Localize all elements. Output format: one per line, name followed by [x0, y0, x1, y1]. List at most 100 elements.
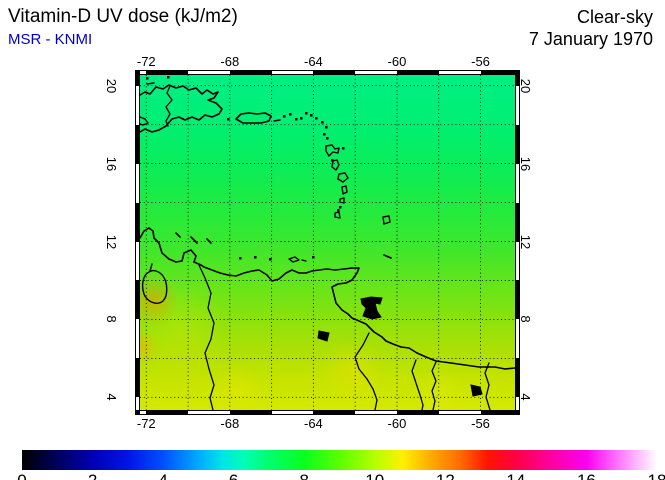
frame-tick-segment — [140, 411, 147, 414]
lon-tick-label: -56 — [471, 54, 490, 69]
frame-tick-segment — [271, 71, 314, 74]
lat-tick-label: 8 — [518, 315, 534, 324]
lon-tick-label: -68 — [220, 416, 240, 431]
header-right: Clear-sky 7 January 1970 — [529, 6, 653, 50]
virgin-islands-islet — [300, 117, 303, 120]
maracaibo-neck — [149, 263, 153, 272]
graticule-grid — [140, 75, 515, 410]
lat-tick-label: 16 — [518, 156, 534, 171]
desirade-islet — [342, 147, 345, 150]
coche-island — [301, 259, 307, 262]
colorbar-tick-label: 12 — [425, 471, 465, 480]
coastline-haiti-claw — [140, 116, 149, 126]
frame-bar-left — [135, 70, 140, 415]
border-haiti-dominican — [165, 85, 173, 127]
colorbar-tick-label: 18 — [637, 471, 665, 480]
lat-tick-label: 12 — [518, 234, 534, 249]
grenadines-islet — [339, 206, 342, 209]
frame-tick-segment — [140, 71, 147, 74]
tortuga-island — [146, 82, 155, 85]
filled-islands — [317, 296, 483, 397]
martinique-island — [337, 172, 349, 183]
margarita-island — [288, 256, 300, 263]
small-islands — [146, 76, 345, 261]
colorbar-tick-label: 6 — [214, 471, 254, 480]
lat-tick-label: 16 — [104, 156, 120, 171]
frame-tick-segment — [438, 411, 481, 414]
lon-tick-label: -64 — [303, 416, 323, 431]
lon-tick-label: -60 — [387, 54, 407, 69]
colorbar-tick-label: 8 — [284, 471, 324, 480]
bonaire-island — [206, 238, 212, 244]
barbados-island — [382, 215, 391, 225]
frame-bar-bottom — [135, 410, 520, 415]
virgin-islands-islet — [283, 115, 286, 118]
lat-tick-label: 20 — [518, 78, 534, 93]
venezuelan-islet — [269, 258, 272, 261]
map-svg — [140, 75, 515, 410]
frame-tick-segment — [136, 163, 139, 203]
sky-condition-label: Clear-sky — [576, 7, 653, 27]
colorbar — [22, 450, 657, 470]
virgin-islands-islet — [289, 113, 292, 116]
frame-tick-segment — [516, 163, 519, 203]
frame-tick-segment — [136, 241, 139, 281]
colorbar-tick-label: 0 — [2, 471, 42, 480]
vieques-island — [273, 119, 281, 122]
lon-tick-label: -64 — [303, 54, 323, 69]
date-label: 7 January 1970 — [528, 29, 653, 49]
coastline-south-america — [140, 227, 515, 370]
frame-tick-segment — [438, 71, 481, 74]
frame-tick-segment — [516, 397, 519, 410]
coastlines — [140, 82, 515, 370]
trinidad-island — [360, 296, 383, 320]
coastline-hispaniola — [140, 84, 223, 133]
los-testigos-islet — [312, 256, 315, 259]
lake-maracaibo — [141, 269, 168, 304]
colorbar-tick-label: 4 — [143, 471, 183, 480]
mona-islet — [227, 118, 230, 121]
data-source-label: MSR - KNMI — [8, 31, 93, 48]
lat-tick-label: 8 — [104, 315, 120, 324]
frame-tick-segment — [136, 319, 139, 359]
grenadines-islet — [337, 209, 340, 212]
colorbar-tick-label: 10 — [355, 471, 395, 480]
turks-caicos-islet — [146, 77, 149, 80]
les-saintes-islet — [331, 159, 334, 162]
essequibo-river — [431, 361, 437, 410]
frame-tick-segment — [136, 397, 139, 410]
coastline-puerto-rico — [235, 112, 272, 124]
frame-tick-segment — [355, 71, 397, 74]
lat-tick-label: 20 — [104, 78, 120, 93]
frame-tick-segment — [516, 85, 519, 125]
border-venezuela-guyana — [354, 332, 378, 410]
lat-tick-label: 4 — [104, 393, 120, 401]
lat-tick-label: 4 — [518, 393, 534, 401]
st-lucia-island — [341, 185, 348, 195]
frame-tick-segment — [136, 85, 139, 125]
map-plot — [140, 75, 515, 410]
grenada-island — [334, 211, 341, 219]
venezuelan-islet — [239, 257, 242, 260]
tobago-island — [383, 254, 392, 259]
aruba-island — [175, 232, 181, 238]
antigua-islet — [325, 126, 328, 129]
lon-tick-label: -60 — [387, 416, 407, 431]
montserrat-islet — [323, 133, 326, 136]
turks-caicos-islet — [167, 76, 170, 79]
border-colombia-venezuela — [198, 264, 215, 410]
frame-tick-segment — [355, 411, 397, 414]
lon-tick-label: -56 — [471, 416, 490, 431]
curacao-island — [190, 236, 198, 244]
frame-tick-segment — [271, 411, 314, 414]
st-vincent-island — [339, 197, 345, 204]
leeward-islet — [326, 137, 329, 140]
uv-field — [140, 75, 515, 410]
page-title: Vitamin-D UV dose (kJ/m2) — [8, 6, 238, 27]
lon-tick-label: -72 — [136, 416, 156, 431]
lon-tick-label: -68 — [220, 54, 240, 69]
leeward-islet — [315, 117, 318, 120]
dominica-island — [331, 159, 340, 171]
frame-tick-segment — [188, 411, 230, 414]
